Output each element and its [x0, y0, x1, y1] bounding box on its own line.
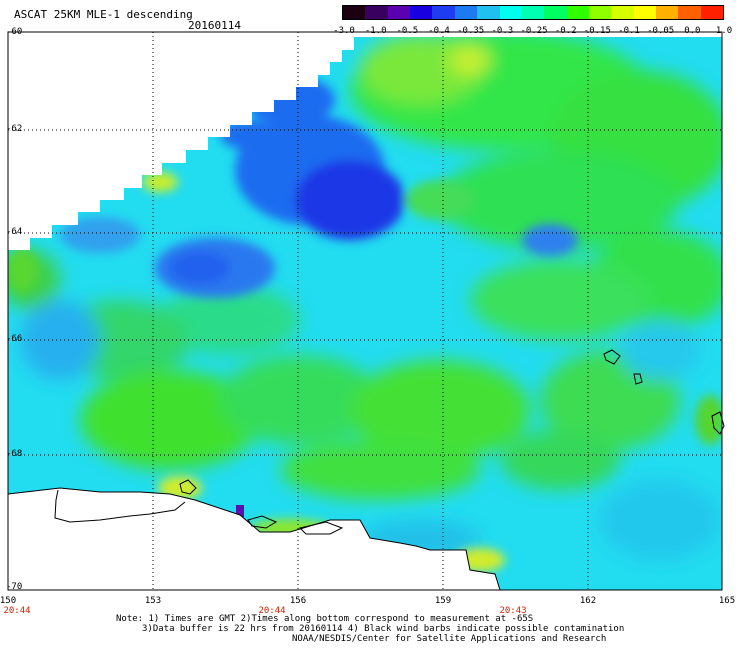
graticule — [8, 32, 722, 590]
lat-label: -62 — [6, 124, 23, 134]
coastline — [7, 349, 725, 591]
lon-label: 150 — [0, 596, 17, 606]
colorbar-tick-label: -0.3 — [491, 26, 514, 36]
lat-label: -60 — [6, 27, 23, 37]
colorbar-swatch — [365, 6, 388, 19]
colorbar-labels: -3.0 -1.0 -0.5 -0.4 -0.35 -0.3 -0.25 -0.2 -0.15-… — [330, 26, 734, 38]
colorbar-swatch — [387, 6, 411, 19]
colorbar-swatch — [432, 6, 455, 19]
colorbar-tick-label: -1.0 — [364, 26, 387, 36]
footnote-line: NOAA/NESDIS/Center for Satellite Applica… — [292, 634, 607, 644]
map-title: ASCAT 25KM MLE-1 descending — [14, 8, 193, 21]
map-frame — [7, 31, 723, 591]
colorbar-tick-label: -0.1 — [618, 26, 640, 36]
lon-label: 159 — [434, 596, 452, 606]
footnote: Note: 1) Times are GMT 2)Times along bot… — [116, 614, 624, 644]
footnote-line: Note: 1) Times are GMT 2)Times along bot… — [116, 614, 534, 624]
colorbar-swatch — [566, 6, 589, 19]
lon-label: 156 — [289, 596, 307, 606]
lon-label: 153 — [144, 596, 162, 606]
colorbar-swatch — [521, 6, 545, 19]
lon-label: 165 — [718, 596, 736, 606]
colorbar-tick-label: -0.15 — [583, 26, 611, 36]
colorbar — [342, 5, 724, 20]
colorbar-tick-label: -0.2 — [554, 26, 577, 36]
colorbar-swatch — [410, 6, 433, 19]
colorbar-tick-label: -3.0 — [333, 26, 355, 36]
colorbar-swatch — [588, 6, 612, 19]
colorbar-tick-label: 0.0 — [684, 26, 701, 36]
colorbar-tick-label: -0.5 — [396, 26, 419, 36]
colorbar-swatch — [454, 6, 478, 19]
lon-label: 162 — [579, 596, 597, 606]
map-date: 20160114 — [188, 19, 241, 32]
colorbar-swatch — [633, 6, 657, 19]
colorbar-tick-label: -0.4 — [428, 26, 450, 36]
colorbar-swatch — [499, 6, 522, 19]
lat-label: -64 — [6, 227, 23, 237]
time-label: 20:44 — [3, 606, 31, 616]
wind-field — [8, 37, 722, 590]
time-label: 20:43 — [499, 606, 527, 616]
colorbar-swatch — [544, 6, 567, 19]
lat-label: -68 — [6, 449, 23, 459]
colorbar-swatch — [611, 6, 634, 19]
colorbar-swatch — [678, 6, 701, 19]
time-label: 20:44 — [258, 606, 286, 616]
colorbar-tick-label: -0.35 — [457, 26, 485, 36]
colorbar-tick-label: 1.0 — [715, 26, 733, 36]
lat-label: -70 — [6, 582, 23, 592]
colorbar-swatch — [700, 6, 724, 19]
colorbar-swatch — [477, 6, 500, 19]
footnote-line: 3)Data buffer is 22 hrs from 20160114 4)… — [142, 624, 625, 634]
colorbar-tick-label: -0.05 — [647, 26, 675, 36]
colorbar-swatch — [656, 6, 679, 19]
colorbar-swatch — [343, 6, 366, 19]
colorbar-tick-label: -0.25 — [520, 26, 548, 36]
lat-label: -66 — [6, 334, 23, 344]
